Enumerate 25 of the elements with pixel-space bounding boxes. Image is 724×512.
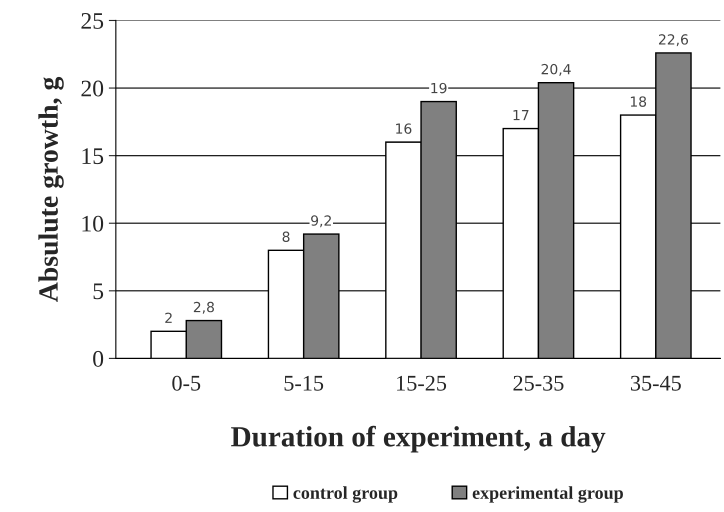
y-tick-label: 10 bbox=[82, 216, 104, 232]
data-label: 17 bbox=[514, 110, 528, 120]
x-tick-label: 5-15 bbox=[284, 376, 324, 391]
y-tick-label: 20 bbox=[81, 80, 104, 96]
y-tick-label: 25 bbox=[81, 13, 104, 29]
data-label: 2 bbox=[165, 312, 172, 323]
data-label: 8 bbox=[282, 232, 290, 242]
x-tick-label: 0-5 bbox=[172, 376, 200, 391]
y-axis-title: Absulute growth, g bbox=[38, 76, 64, 302]
x-tick-label: 35-45 bbox=[630, 376, 681, 391]
data-label: 9,2 bbox=[311, 215, 331, 228]
data-label: 19 bbox=[431, 82, 447, 94]
y-tick-label: 5 bbox=[94, 284, 104, 300]
x-tick-label: 15-25 bbox=[397, 376, 446, 391]
y-tick-label: 15 bbox=[82, 148, 104, 164]
data-label: 22,6 bbox=[658, 34, 688, 46]
x-tick-label: 25-35 bbox=[513, 376, 564, 391]
data-label: 2,8 bbox=[194, 302, 214, 314]
data-label: 20,4 bbox=[542, 64, 571, 76]
x-axis-title: Duration of experiment, a day bbox=[231, 426, 606, 453]
legend-label: control group bbox=[293, 486, 398, 503]
y-tick-label: 0 bbox=[93, 350, 104, 367]
data-label: 18 bbox=[630, 96, 646, 107]
legend-label: experimental group bbox=[472, 486, 623, 503]
data-label: 16 bbox=[396, 123, 412, 134]
